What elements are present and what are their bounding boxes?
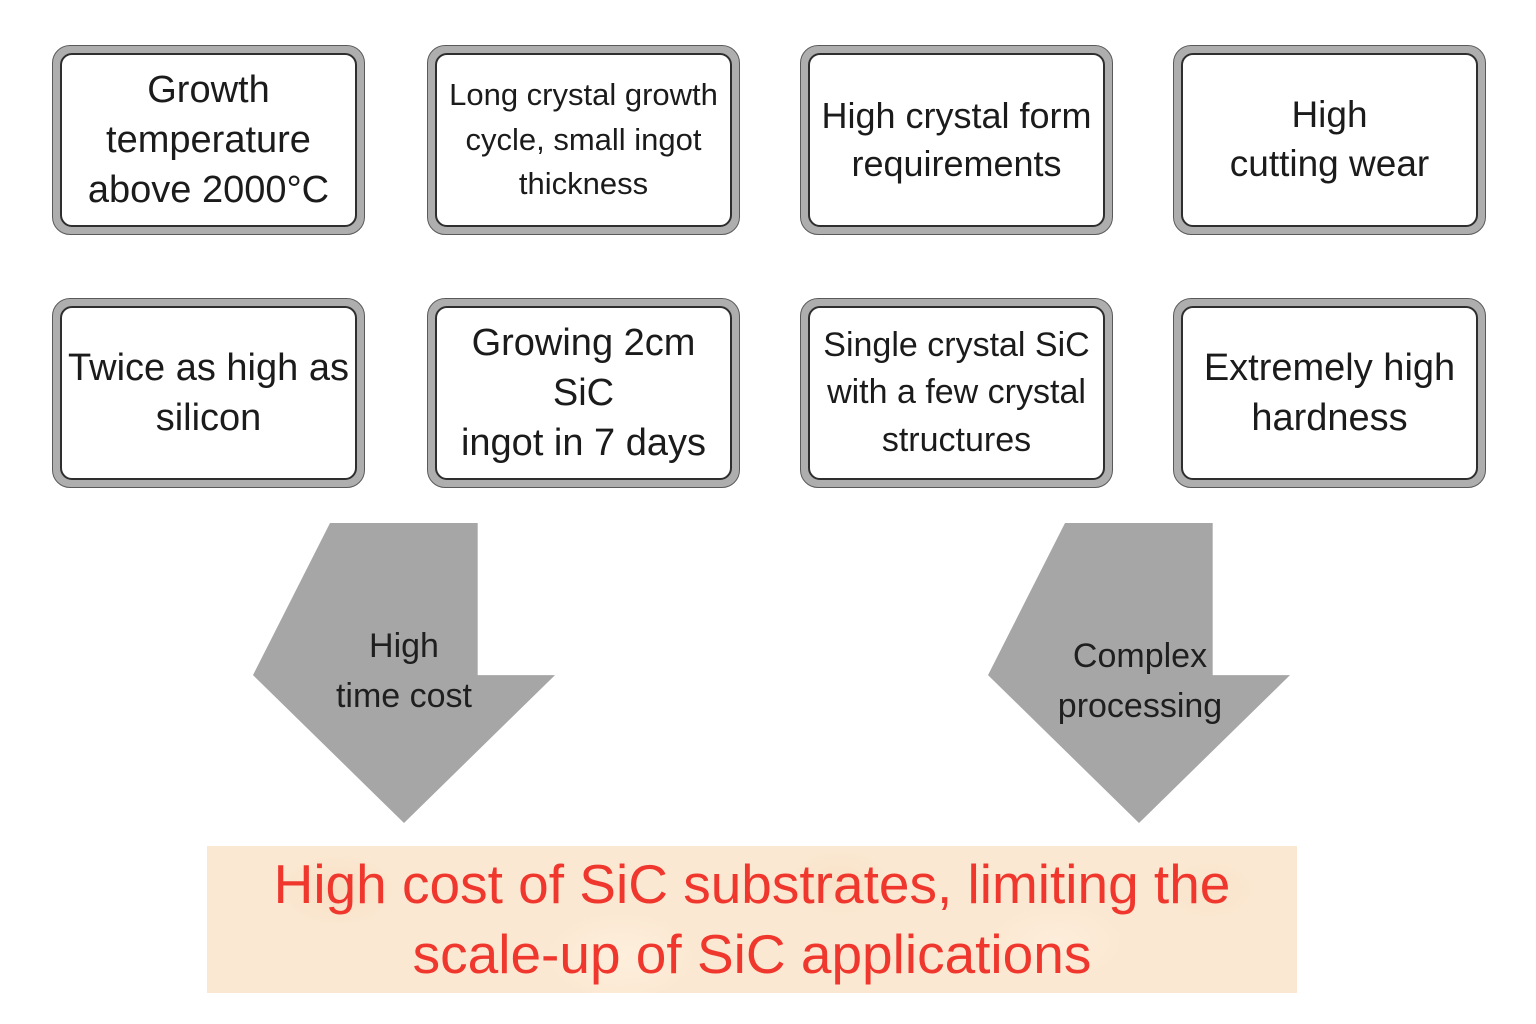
arrow-label-time-cost: High time cost [335, 627, 473, 715]
card-growing-2cm-ingot: Growing 2cm SiC ingot in 7 days [427, 298, 740, 488]
card-growing-2cm-ingot-label: Growing 2cm SiC ingot in 7 days [435, 306, 732, 480]
card-twice-as-high-as-silicon-label: Twice as high as silicon [60, 306, 357, 480]
conclusion-banner-text: High cost of SiC substrates, limiting th… [273, 853, 1231, 985]
card-long-growth-cycle: Long crystal growth cycle, small ingot t… [427, 45, 740, 235]
card-twice-as-high-as-silicon: Twice as high as silicon [52, 298, 365, 488]
card-high-cutting-wear: High cutting wear [1173, 45, 1486, 235]
card-growth-temperature-label: Growth temperature above 2000°C [60, 53, 357, 227]
card-long-growth-cycle-label: Long crystal growth cycle, small ingot t… [435, 53, 732, 227]
card-growth-temperature: Growth temperature above 2000°C [52, 45, 365, 235]
card-extremely-high-hardness: Extremely high hardness [1173, 298, 1486, 488]
arrow-label-complex-processing: Complex processing [1057, 637, 1223, 725]
card-crystal-form-requirements: High crystal form requirements [800, 45, 1113, 235]
card-single-crystal-structures-label: Single crystal SiC with a few crystal st… [808, 306, 1105, 480]
card-extremely-high-hardness-label: Extremely high hardness [1181, 306, 1478, 480]
conclusion-banner: High cost of SiC substrates, limiting th… [207, 846, 1297, 993]
card-crystal-form-requirements-label: High crystal form requirements [808, 53, 1105, 227]
card-high-cutting-wear-label: High cutting wear [1181, 53, 1478, 227]
card-single-crystal-structures: Single crystal SiC with a few crystal st… [800, 298, 1113, 488]
